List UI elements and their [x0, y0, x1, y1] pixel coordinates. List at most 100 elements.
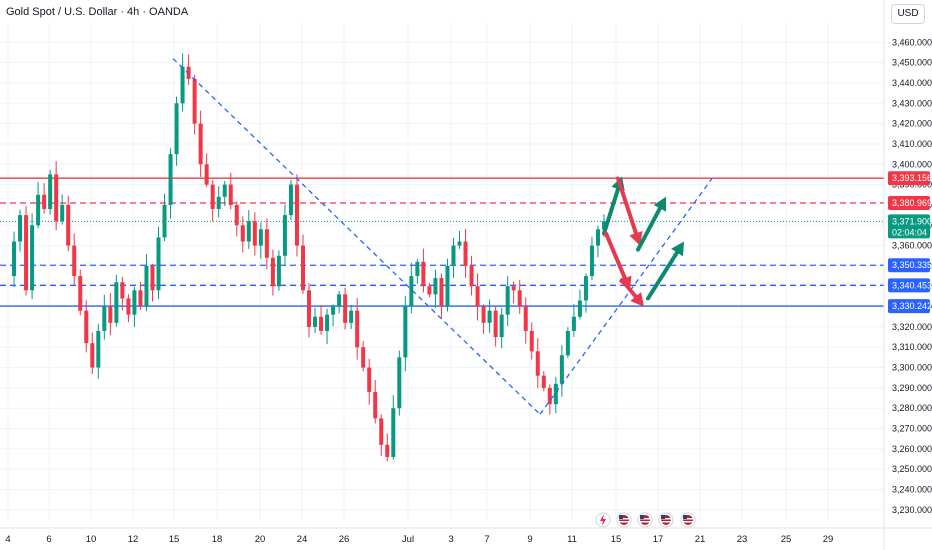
candle [385, 433, 390, 462]
projection-arrow [636, 196, 667, 252]
candle-body [54, 174, 59, 222]
candle-body [288, 184, 293, 216]
candle-body [228, 184, 233, 205]
candle-body [319, 316, 324, 331]
candle [138, 281, 143, 311]
candle [168, 148, 173, 219]
candle-body [427, 286, 432, 295]
candle-body [234, 204, 239, 226]
candle [529, 322, 534, 360]
currency-button[interactable]: USD [891, 4, 925, 24]
candle [180, 53, 185, 112]
candle [228, 172, 233, 210]
y-tick-label: 3,240.000 [892, 485, 932, 495]
candle [475, 273, 480, 321]
candle-body [222, 184, 227, 197]
arrow-shaft [620, 278, 638, 299]
grid [0, 22, 884, 520]
candle-body [24, 215, 29, 291]
candle-body [198, 123, 203, 165]
candle-body [565, 330, 570, 356]
candle [150, 263, 155, 302]
candle [96, 323, 101, 379]
candle [300, 234, 305, 294]
us-flag-icon[interactable] [658, 512, 674, 528]
candle [240, 216, 245, 253]
candle-body [433, 278, 438, 295]
candle-body [313, 316, 318, 327]
candle-body [361, 347, 366, 368]
candle-body [457, 241, 462, 246]
level-tag [888, 171, 930, 186]
candle-body [144, 265, 149, 307]
arrow-shaft [616, 176, 638, 236]
candle [30, 213, 35, 300]
candle-body [577, 300, 582, 317]
arrow-shaft [604, 231, 627, 281]
x-tick-label: 4 [5, 534, 10, 545]
candle-body [391, 408, 396, 457]
candle [24, 206, 29, 296]
last-price-tag [888, 214, 930, 239]
time-axis: 4 6 10 12 15 18 20 24 26 Jul 3 7 9 11 15 17 21 23 25 29 [0, 527, 932, 545]
candle [571, 303, 576, 337]
candle-body [132, 290, 137, 315]
candle [427, 282, 432, 298]
candle-body [325, 314, 330, 331]
level-value: 3,330.242 [892, 301, 932, 311]
candle-body [96, 330, 101, 368]
lightning-glyph [600, 514, 606, 526]
x-tick-label: 11 [567, 534, 577, 545]
candle [541, 371, 546, 392]
projection-arrow [604, 231, 632, 291]
candle-body [294, 184, 299, 246]
candle [294, 174, 299, 257]
candle [457, 230, 462, 249]
arrow-head [653, 196, 667, 212]
x-tick-label: 29 [823, 534, 834, 545]
candle-body [84, 310, 89, 344]
us-flag-icon[interactable] [680, 512, 696, 528]
candle-body [349, 310, 354, 323]
y-tick-label: 3,410.000 [892, 139, 932, 149]
candle-body [451, 245, 456, 266]
flag-stripe [683, 521, 693, 523]
flag-stripe [640, 521, 650, 523]
y-tick-label: 3,230.000 [892, 505, 932, 515]
price-axis: 3,460.000 3,450.000 3,440.000 3,430.000 3,42… [883, 0, 932, 550]
x-tick-label: 9 [527, 534, 532, 545]
candle-body [12, 241, 17, 277]
candle [246, 210, 251, 250]
candle-body [379, 418, 384, 445]
x-tick-label: Jul [402, 534, 414, 545]
lightning-icon[interactable] [595, 512, 611, 528]
candle-body [72, 245, 77, 277]
us-flag-icon[interactable] [637, 512, 653, 528]
x-tick-label: 20 [255, 534, 266, 545]
drawings [172, 58, 713, 415]
candle [120, 276, 125, 311]
candle-body [108, 306, 113, 323]
y-tick-label: 3,300.000 [892, 363, 932, 373]
y-tick-label: 3,420.000 [892, 119, 932, 129]
candle [216, 186, 221, 218]
candle-body [511, 286, 516, 291]
candle [48, 169, 53, 215]
candle-body [499, 314, 504, 338]
flag-stripe [661, 518, 671, 520]
x-tick-label: 24 [297, 534, 308, 545]
us-flag-icon[interactable] [616, 512, 632, 528]
candle [90, 332, 95, 374]
candle [78, 269, 83, 316]
candle [36, 182, 41, 229]
candle-body [42, 194, 47, 210]
x-tick-label: 26 [339, 534, 350, 545]
candle-body [78, 276, 83, 311]
candle [192, 74, 197, 135]
y-tick-label: 3,400.000 [892, 159, 932, 169]
candle-body [493, 310, 498, 338]
candle [403, 295, 408, 372]
level-value: 3,393.156 [892, 173, 932, 183]
candle-body [168, 154, 173, 205]
x-tick-label: 15 [611, 534, 622, 545]
